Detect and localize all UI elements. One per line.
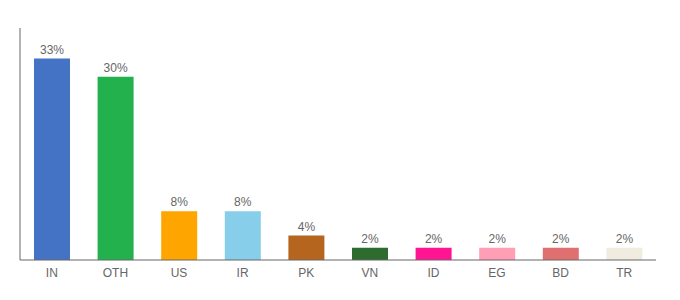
svg-text:PK: PK — [298, 266, 314, 280]
svg-text:2%: 2% — [616, 232, 634, 246]
svg-text:TR: TR — [616, 266, 632, 280]
svg-text:ID: ID — [427, 266, 439, 280]
svg-text:8%: 8% — [234, 195, 252, 209]
svg-text:2%: 2% — [425, 232, 443, 246]
svg-text:2%: 2% — [361, 232, 379, 246]
svg-text:US: US — [171, 266, 188, 280]
svg-text:30%: 30% — [104, 61, 128, 75]
svg-text:4%: 4% — [298, 220, 316, 234]
svg-text:OTH: OTH — [103, 266, 128, 280]
svg-text:2%: 2% — [489, 232, 507, 246]
svg-text:2%: 2% — [552, 232, 570, 246]
svg-text:EG: EG — [488, 266, 505, 280]
svg-text:IN: IN — [46, 266, 58, 280]
svg-text:IR: IR — [237, 266, 249, 280]
svg-text:BD: BD — [552, 266, 569, 280]
svg-text:8%: 8% — [171, 195, 189, 209]
svg-text:VN: VN — [361, 266, 378, 280]
svg-text:33%: 33% — [40, 43, 64, 57]
